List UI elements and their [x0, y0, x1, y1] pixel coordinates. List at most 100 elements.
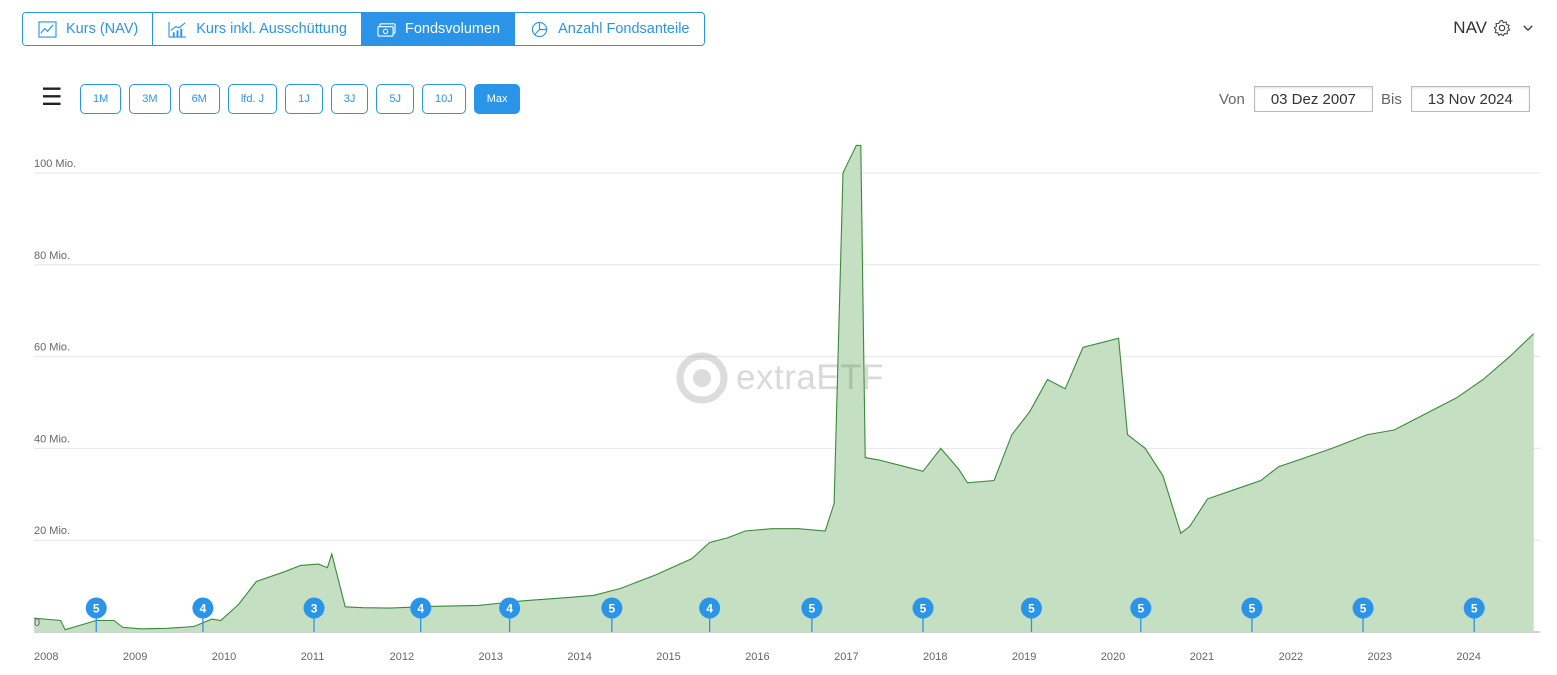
x-tick-label: 2024 [1456, 651, 1480, 663]
event-marker[interactable]: 5 [85, 597, 107, 633]
event-marker[interactable]: 5 [912, 597, 934, 633]
range-button-5y[interactable]: 5J [376, 84, 414, 114]
tab-label: Anzahl Fondsanteile [558, 21, 690, 37]
range-button-1y[interactable]: 1J [285, 84, 323, 114]
range-button-6m[interactable]: 6M [178, 84, 220, 114]
date-from-label: Von [1219, 90, 1245, 108]
event-marker-dot [410, 597, 432, 619]
event-marker-label: 5 [93, 602, 100, 616]
event-marker[interactable]: 5 [1130, 597, 1152, 633]
event-marker[interactable]: 5 [801, 597, 823, 633]
x-tick-label: 2016 [745, 651, 769, 663]
date-from: Von [1219, 86, 1373, 112]
event-marker-label: 5 [609, 602, 616, 616]
range-button-1m[interactable]: 1M [80, 84, 122, 114]
chevron-down-icon [1523, 25, 1533, 32]
x-tick-label: 2023 [1368, 651, 1392, 663]
watermark-text: extraETF [736, 358, 884, 397]
range-button-ytd[interactable]: lfd. J [227, 84, 278, 114]
watermark: extraETF [676, 352, 884, 404]
event-marker-label: 4 [200, 602, 207, 616]
event-marker-label: 5 [1028, 602, 1035, 616]
tab-kurs-inkl-ausschuettung[interactable]: Kurs inkl. Ausschüttung [153, 13, 362, 45]
event-marker-label: 3 [311, 602, 318, 616]
event-marker[interactable]: 4 [699, 597, 721, 633]
event-marker[interactable]: 5 [1463, 597, 1485, 633]
date-to-input[interactable] [1410, 86, 1530, 112]
y-tick-label: 20 Mio. [34, 525, 70, 537]
x-tick-label: 2013 [479, 651, 503, 663]
tab-fondsvolumen[interactable]: Fondsvolumen [361, 13, 516, 45]
y-tick-label: 0 [34, 617, 40, 629]
event-marker[interactable]: 5 [1241, 597, 1263, 633]
event-marker[interactable]: 5 [1020, 597, 1042, 633]
event-marker-dot [1463, 597, 1485, 619]
event-marker-label: 4 [506, 602, 513, 616]
y-tick-label: 60 Mio. [34, 342, 70, 354]
date-to-label: Bis [1381, 90, 1402, 108]
gear-icon [1493, 19, 1511, 37]
event-marker[interactable]: 3 [303, 597, 325, 633]
event-marker-label: 4 [417, 602, 424, 616]
event-marker-dot [85, 597, 107, 619]
event-marker[interactable]: 4 [499, 597, 521, 633]
extraetf-logo-icon [676, 352, 728, 404]
event-marker-label: 5 [1137, 602, 1144, 616]
event-marker[interactable]: 4 [410, 597, 432, 633]
tab-anzahl-fondsanteile[interactable]: Anzahl Fondsanteile [515, 13, 704, 45]
date-to: Bis [1381, 86, 1530, 112]
bar-line-chart-icon [168, 21, 187, 38]
event-marker-label: 5 [920, 602, 927, 616]
event-marker-label: 5 [809, 602, 816, 616]
x-tick-label: 2017 [834, 651, 858, 663]
y-tick-label: 100 Mio. [34, 158, 76, 170]
hamburger-menu-icon[interactable]: ☰ [41, 84, 63, 111]
x-tick-label: 2018 [923, 651, 947, 663]
event-marker[interactable]: 5 [1352, 597, 1374, 633]
event-marker-label: 5 [1249, 602, 1256, 616]
x-tick-label: 2021 [1190, 651, 1214, 663]
date-from-input[interactable] [1253, 86, 1373, 112]
event-marker-dot [912, 597, 934, 619]
nav-selector[interactable]: NAV [1453, 18, 1535, 38]
x-tick-label: 2019 [1012, 651, 1036, 663]
line-chart-icon [38, 20, 57, 38]
event-marker-label: 4 [706, 602, 713, 616]
event-marker-dot [601, 597, 623, 619]
tab-label: Fondsvolumen [404, 21, 501, 37]
money-bill-icon [377, 22, 396, 37]
nav-selector-label: NAV [1453, 18, 1487, 37]
event-marker-dot [192, 597, 214, 619]
event-marker-dot [699, 597, 721, 619]
event-marker-dot [499, 597, 521, 619]
x-tick-label: 2011 [301, 651, 325, 663]
event-marker-label: 5 [1360, 602, 1367, 616]
range-buttons: 1M 3M 6M lfd. J 1J 3J 5J 10J Max [80, 84, 521, 114]
x-tick-label: 2014 [567, 651, 591, 663]
pie-chart-icon [531, 21, 548, 37]
event-marker-dot [801, 597, 823, 619]
event-marker-dot [1241, 597, 1263, 619]
x-tick-label: 2009 [123, 651, 147, 663]
y-tick-label: 40 Mio. [34, 433, 70, 445]
range-button-3y[interactable]: 3J [330, 84, 369, 114]
tab-label: Kurs inkl. Ausschüttung [196, 21, 347, 37]
x-tick-label: 2012 [390, 651, 414, 663]
range-button-max[interactable]: Max [473, 84, 521, 114]
tab-label: Kurs (NAV) [66, 21, 139, 37]
range-button-3m[interactable]: 3M [129, 84, 171, 114]
chart-type-tabs: Kurs (NAV) Kurs inkl. Ausschüttung Fonds… [22, 12, 705, 46]
range-button-10y[interactable]: 10J [421, 84, 466, 114]
event-marker[interactable]: 4 [192, 597, 214, 633]
event-marker-dot [303, 597, 325, 619]
event-marker-dot [1020, 597, 1042, 619]
event-marker-dot [1352, 597, 1374, 619]
event-marker[interactable]: 5 [601, 597, 623, 633]
event-marker-label: 5 [1471, 602, 1478, 616]
y-tick-label: 80 Mio. [34, 250, 70, 262]
x-tick-label: 2022 [1279, 651, 1303, 663]
tab-kurs-nav[interactable]: Kurs (NAV) [23, 13, 154, 45]
x-tick-label: 2008 [34, 651, 58, 663]
x-tick-label: 2015 [656, 651, 680, 663]
event-marker-dot [1130, 597, 1152, 619]
